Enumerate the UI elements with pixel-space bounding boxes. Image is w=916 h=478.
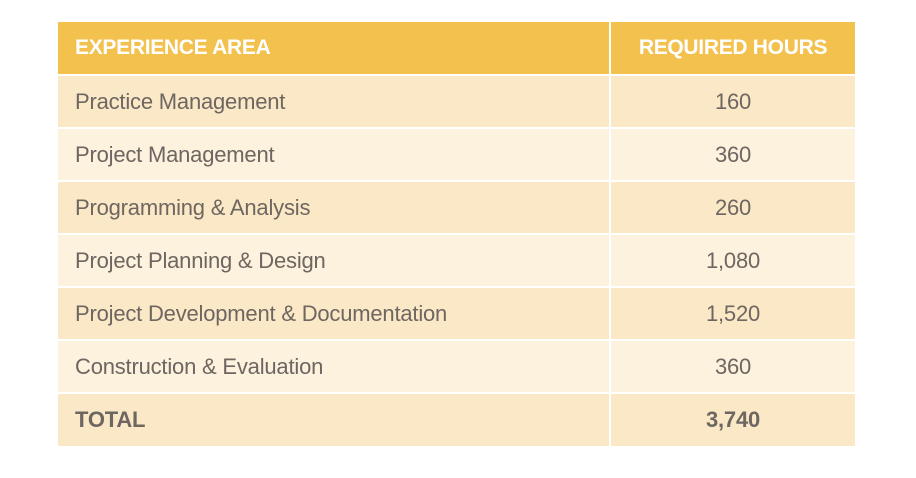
row-area-cell: Programming & Analysis [58, 180, 610, 234]
row-hours-cell: 360 [609, 339, 855, 393]
table-row: Programming & Analysis 260 [58, 180, 855, 234]
row-area-cell: Project Planning & Design [58, 233, 610, 287]
row-area-cell: Practice Management [58, 74, 610, 128]
table-row: Practice Management 160 [58, 74, 855, 128]
experience-hours-table: EXPERIENCE AREA REQUIRED HOURS Practice … [58, 22, 855, 446]
table-body: Practice Management 160 Project Manageme… [58, 74, 855, 446]
experience-hours-table-container: EXPERIENCE AREA REQUIRED HOURS Practice … [58, 22, 855, 446]
table-row: Construction & Evaluation 360 [58, 339, 855, 393]
total-hours-value: 3,740 [609, 392, 855, 446]
total-row: TOTAL 3,740 [58, 392, 855, 446]
table-row: Project Development & Documentation 1,52… [58, 286, 855, 340]
row-area-cell: Construction & Evaluation [58, 339, 610, 393]
table-row: Project Management 360 [58, 127, 855, 181]
header-experience-area: EXPERIENCE AREA [58, 22, 610, 76]
row-hours-cell: 260 [609, 180, 855, 234]
table-row: Project Planning & Design 1,080 [58, 233, 855, 287]
row-hours-cell: 1,080 [609, 233, 855, 287]
row-hours-cell: 360 [609, 127, 855, 181]
table-header: EXPERIENCE AREA REQUIRED HOURS [58, 22, 855, 76]
row-hours-cell: 1,520 [609, 286, 855, 340]
row-area-cell: Project Management [58, 127, 610, 181]
header-required-hours: REQUIRED HOURS [609, 22, 855, 76]
header-row: EXPERIENCE AREA REQUIRED HOURS [58, 22, 855, 76]
row-hours-cell: 160 [609, 74, 855, 128]
total-label: TOTAL [58, 392, 610, 446]
row-area-cell: Project Development & Documentation [58, 286, 610, 340]
